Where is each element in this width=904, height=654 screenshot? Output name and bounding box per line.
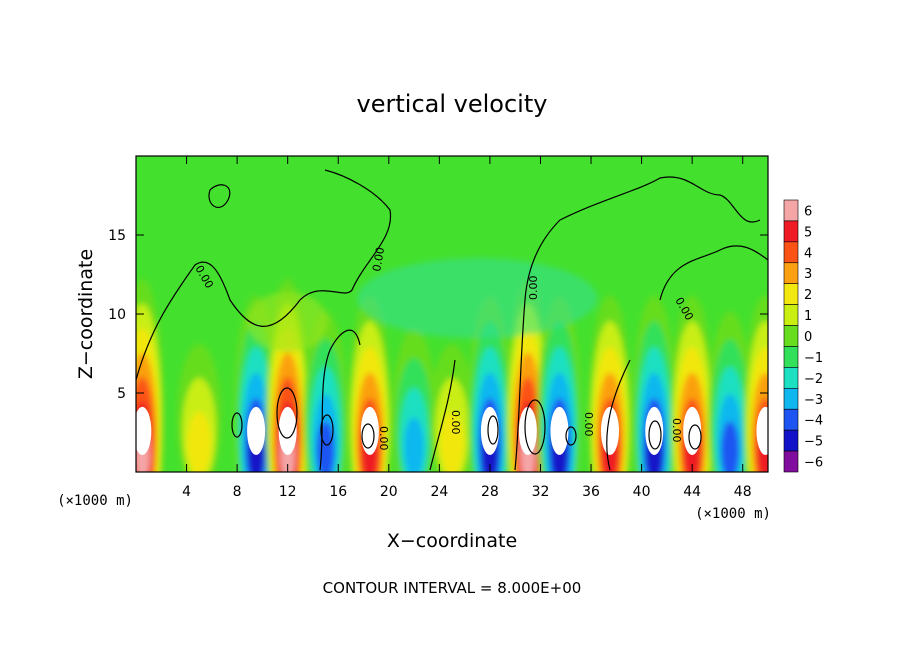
colorbar-swatch xyxy=(783,262,799,284)
upper-weak-downdraft xyxy=(357,258,598,339)
contour-label: 0.00 xyxy=(582,412,595,437)
colorbar: 6 5 4 3 2 1 0 −1 −2 −3 −4 −5 −6 xyxy=(783,199,823,473)
contour-label: 0.00 xyxy=(670,418,683,443)
plot-field: 0.00 0.00 0.00 0.00 0.00 0.00 0.00 0.00 xyxy=(136,156,768,472)
x-axis: 4 8 12 16 20 24 28 32 36 40 44 48 xyxy=(182,156,752,500)
colorbar-swatch xyxy=(783,388,799,410)
colorbar-label: 2 xyxy=(804,288,812,303)
x-tick-label: 16 xyxy=(329,484,347,500)
colorbar-swatch xyxy=(783,429,799,452)
velocity-core xyxy=(136,406,152,455)
x-tick-label: 28 xyxy=(481,484,499,500)
x-tick-label: 32 xyxy=(532,484,550,500)
velocity-cell xyxy=(316,421,335,472)
colorbar-label: 5 xyxy=(804,225,812,240)
zero-contour xyxy=(429,359,456,471)
colorbar-label: −2 xyxy=(804,372,823,387)
x-tick-label: 20 xyxy=(380,484,398,500)
x-unit-right: (×1000 m) xyxy=(695,506,771,522)
colorbar-label: 0 xyxy=(804,330,812,345)
colorbar-label: 1 xyxy=(804,309,812,324)
zero-contour xyxy=(136,169,392,381)
y-axis-label: Z−coordinate xyxy=(75,249,97,379)
velocity-core xyxy=(683,406,702,455)
zero-contour xyxy=(231,412,243,438)
zero-contour xyxy=(688,424,702,450)
colorbar-label: −6 xyxy=(804,456,823,471)
chart-title: vertical velocity xyxy=(357,90,548,118)
contour-label: 0.00 xyxy=(449,410,462,435)
x-tick-label: 44 xyxy=(683,484,701,500)
colorbar-label: −4 xyxy=(804,414,823,429)
y-tick-label: 5 xyxy=(117,386,126,402)
zero-contour xyxy=(524,399,546,455)
y-tick-label: 10 xyxy=(108,307,126,323)
zero-contour xyxy=(606,359,631,471)
contour-interval-note: CONTOUR INTERVAL = 8.000E+00 xyxy=(323,579,582,597)
x-tick-label: 24 xyxy=(430,484,448,500)
zero-contour xyxy=(208,184,231,208)
zero-contour xyxy=(659,245,768,301)
upper-weak-updraft xyxy=(247,291,328,352)
y-tick-label: 15 xyxy=(108,228,126,244)
velocity-core xyxy=(550,406,569,455)
x-tick-label: 12 xyxy=(279,484,297,500)
colorbar-swatch xyxy=(783,367,799,389)
colorbar-label: 4 xyxy=(804,246,812,261)
velocity-cell xyxy=(404,417,425,472)
velocity-core xyxy=(518,406,537,455)
contour-label: 0.00 xyxy=(377,426,390,451)
colorbar-label: −5 xyxy=(804,435,823,450)
zero-contour xyxy=(276,387,298,439)
colorbar-swatch xyxy=(783,450,799,473)
colorbar-swatch xyxy=(783,325,799,347)
colorbar-swatch xyxy=(783,283,799,305)
colorbar-swatch xyxy=(783,220,799,243)
velocity-cell xyxy=(721,421,739,472)
y-axis: 5 10 15 xyxy=(108,228,768,402)
zero-contour xyxy=(648,420,662,450)
zero-contour xyxy=(487,415,499,445)
zero-contour xyxy=(320,414,334,446)
colorbar-label: −3 xyxy=(804,393,823,408)
colorbar-swatch xyxy=(783,241,799,264)
velocity-core xyxy=(360,406,379,455)
x-tick-label: 40 xyxy=(633,484,651,500)
velocity-cell xyxy=(440,411,464,472)
velocity-core xyxy=(247,406,266,455)
colorbar-swatch xyxy=(783,304,799,326)
colorbar-swatch xyxy=(783,199,799,222)
colorbar-label: 6 xyxy=(804,204,812,219)
contour-label: 0.00 xyxy=(527,276,540,301)
x-tick-label: 48 xyxy=(734,484,752,500)
zero-contour xyxy=(565,426,577,446)
contour-label: 0.00 xyxy=(370,246,387,272)
x-tick-label: 8 xyxy=(233,484,242,500)
velocity-core xyxy=(278,406,297,455)
colorbar-swatch xyxy=(783,408,799,431)
x-unit-left: (×1000 m) xyxy=(57,493,133,509)
velocity-core xyxy=(601,406,619,455)
x-tick-label: 36 xyxy=(582,484,600,500)
velocity-core xyxy=(480,406,499,455)
colorbar-label: 3 xyxy=(804,267,812,282)
colorbar-label: −1 xyxy=(804,351,823,366)
zero-contour xyxy=(514,176,761,471)
x-axis-label: X−coordinate xyxy=(387,530,517,552)
velocity-cell xyxy=(187,411,211,472)
velocity-core xyxy=(756,406,768,455)
colorbar-swatch xyxy=(783,346,799,368)
zero-contour xyxy=(361,423,375,449)
x-tick-label: 4 xyxy=(182,484,191,500)
